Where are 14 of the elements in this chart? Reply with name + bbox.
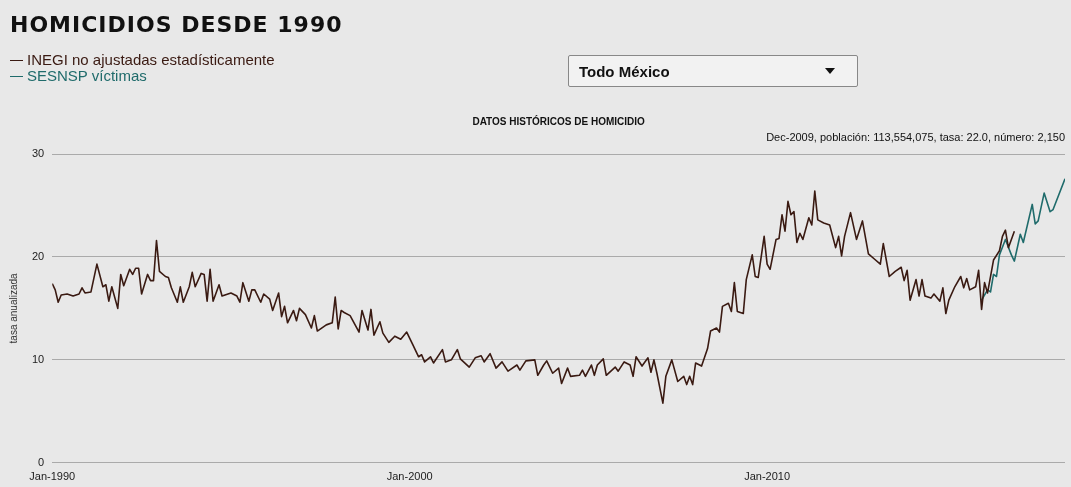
text: Dec-2009, población: 113,554,075, tasa: 22.0, número: 2,150 (766, 131, 1065, 144)
y-tick-label: 30 (31, 147, 45, 160)
legend-label: SESNSP víctimas (27, 67, 147, 84)
y-tick-label: 10 (31, 352, 45, 365)
x-tick-label: Jan-2000 (386, 470, 433, 483)
chart-title: HOMICIDIOS DESDE 1990 (10, 12, 343, 37)
x-tick-label: Jan-1990 (29, 470, 76, 483)
dropdown-field: Todo México (568, 55, 858, 87)
legend-label: INEGI no ajustadas estadísticamente (27, 51, 275, 68)
y-axis-title: tasa anualizada (7, 272, 19, 344)
x-tick-label: Jan-2010 (744, 470, 791, 483)
y-tick-label: 20 (31, 249, 45, 262)
chart-subtitle: DATOS HISTÓRICOS DE HOMICIDIO (472, 114, 646, 127)
y-tick-label: 0 (38, 455, 45, 468)
